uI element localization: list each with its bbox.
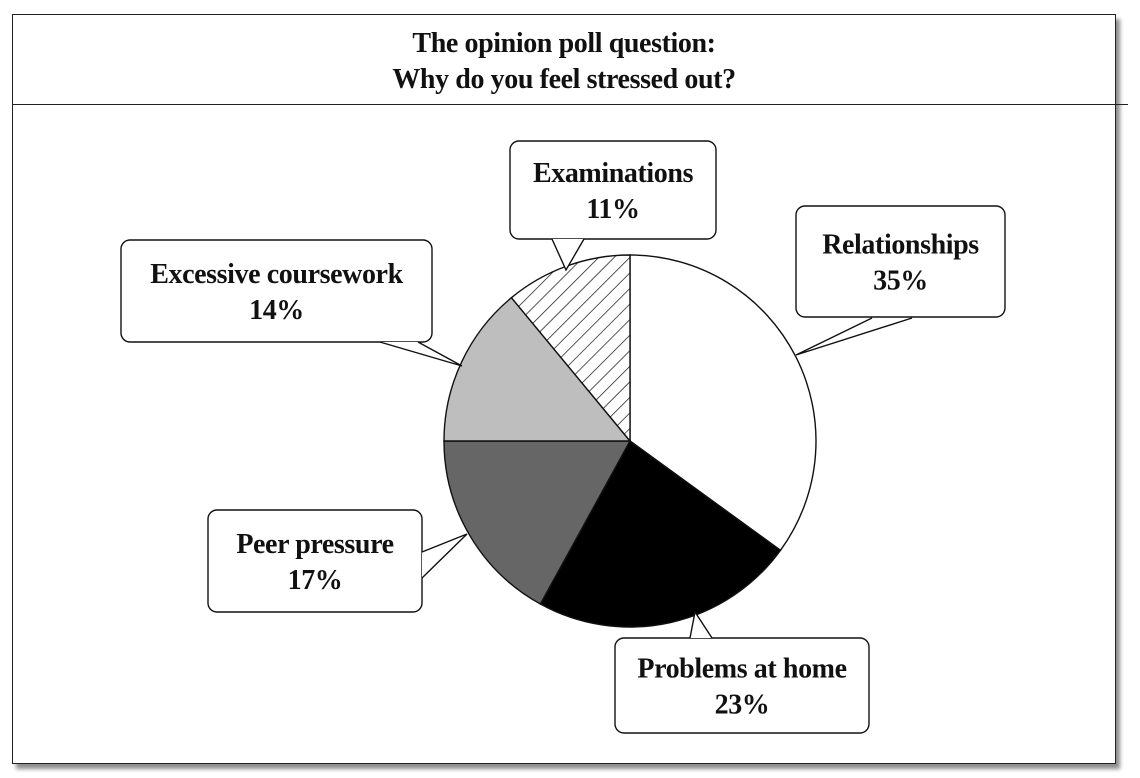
slice-label: Peer pressure xyxy=(236,529,393,560)
pie-slice-relationships xyxy=(629,254,817,552)
chart-title-line-2: Why do you feel stressed out? xyxy=(392,64,736,95)
slice-label: Relationships xyxy=(822,230,979,261)
callout-box xyxy=(614,637,870,734)
slice-value-label: 23% xyxy=(715,690,770,721)
slice-value-label: 14% xyxy=(249,295,304,326)
callout-examinations: Examinations 11% xyxy=(509,140,717,272)
chart-title: The opinion poll question: Why do you fe… xyxy=(12,14,1116,105)
callout-pointer-outline xyxy=(551,238,585,272)
slice-label: Examinations xyxy=(533,158,694,189)
chart-title-line-1: The opinion poll question: xyxy=(412,28,716,59)
pie-callouts: Relationships 35% Problems at home 23% Peer … xyxy=(120,140,1006,734)
slice-value-label: 17% xyxy=(288,565,343,596)
slice-value-label: 11% xyxy=(586,194,639,225)
pie-slice-excessive-coursework xyxy=(443,296,632,442)
callout-excessive-coursework: Excessive coursework 14% xyxy=(120,239,463,367)
slice-value-label: 35% xyxy=(873,266,928,297)
callout-box xyxy=(795,205,1006,318)
callout-peer-pressure: Peer pressure 17% xyxy=(207,509,468,613)
pie-slice-problems-at-home xyxy=(539,439,782,628)
pie-slices xyxy=(443,254,817,628)
callout-pointer-outline xyxy=(689,610,713,639)
callout-relationships: Relationships 35% xyxy=(795,205,1006,356)
callout-pointer-outline xyxy=(379,341,463,367)
pie-slice-peer-pressure xyxy=(443,440,632,605)
callout-box xyxy=(509,140,717,240)
slice-label: Problems at home xyxy=(637,654,846,685)
callout-box xyxy=(120,239,433,343)
title-divider xyxy=(12,104,1128,105)
slice-label: Excessive coursework xyxy=(150,259,403,290)
callout-pointer-outline xyxy=(795,317,913,356)
callout-pointer-outline xyxy=(421,533,468,579)
callout-pointer xyxy=(552,239,584,270)
callout-box xyxy=(207,509,423,613)
callout-problems-at-home: Problems at home 23% xyxy=(614,610,870,734)
callout-pointer xyxy=(690,612,712,638)
